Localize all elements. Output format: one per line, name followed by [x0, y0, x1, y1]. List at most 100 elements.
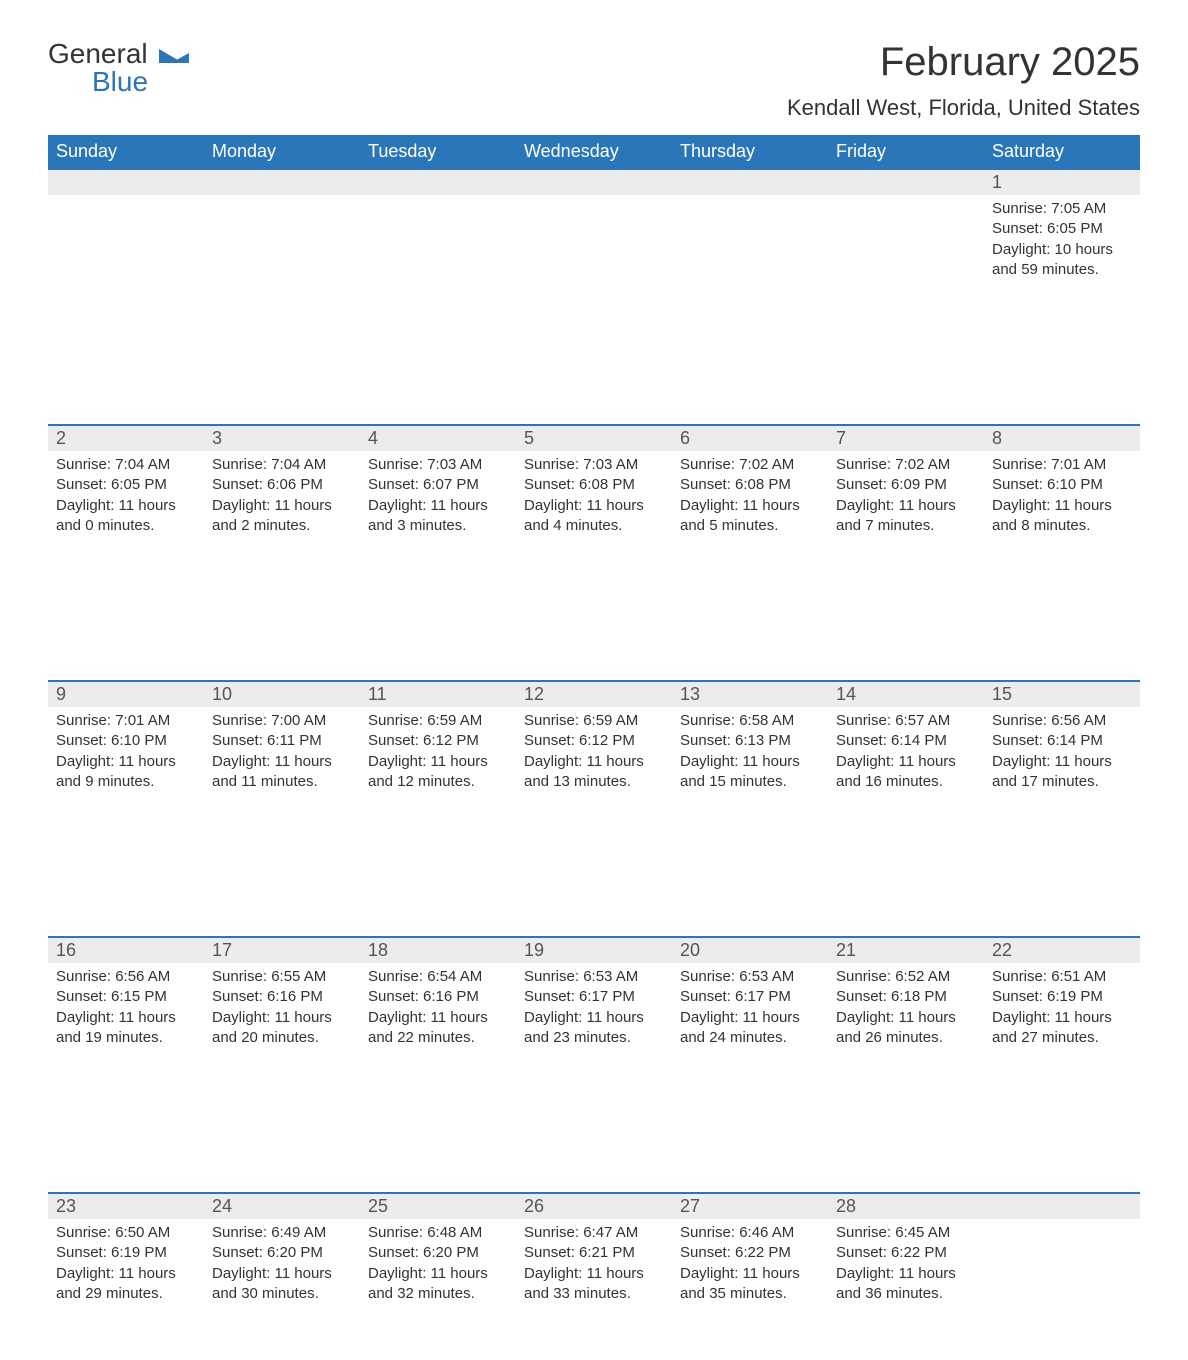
header: General Blue February 2025 Kendall West,… [48, 40, 1140, 127]
day-number [48, 170, 204, 195]
day-number: 3 [204, 426, 360, 451]
calendar-day-cell [204, 168, 360, 296]
calendar-day-cell: 15Sunrise: 6:56 AMSunset: 6:14 PMDayligh… [984, 680, 1140, 808]
day-data: Sunrise: 6:48 AMSunset: 6:20 PMDaylight:… [360, 1219, 516, 1312]
calendar-day-cell: 5Sunrise: 7:03 AMSunset: 6:08 PMDaylight… [516, 424, 672, 552]
calendar-day-cell: 25Sunrise: 6:48 AMSunset: 6:20 PMDayligh… [360, 1192, 516, 1320]
calendar-day-cell: 16Sunrise: 6:56 AMSunset: 6:15 PMDayligh… [48, 936, 204, 1064]
day-data: Sunrise: 6:49 AMSunset: 6:20 PMDaylight:… [204, 1219, 360, 1312]
calendar-day-cell: 19Sunrise: 6:53 AMSunset: 6:17 PMDayligh… [516, 936, 672, 1064]
day-data: Sunrise: 6:56 AMSunset: 6:15 PMDaylight:… [48, 963, 204, 1056]
calendar-week-row: 23Sunrise: 6:50 AMSunset: 6:19 PMDayligh… [48, 1192, 1140, 1320]
day-number: 13 [672, 682, 828, 707]
day-number: 25 [360, 1194, 516, 1219]
calendar-day-cell: 21Sunrise: 6:52 AMSunset: 6:18 PMDayligh… [828, 936, 984, 1064]
calendar-day-cell: 9Sunrise: 7:01 AMSunset: 6:10 PMDaylight… [48, 680, 204, 808]
calendar-day-cell: 27Sunrise: 6:46 AMSunset: 6:22 PMDayligh… [672, 1192, 828, 1320]
calendar-week-row: 16Sunrise: 6:56 AMSunset: 6:15 PMDayligh… [48, 936, 1140, 1064]
day-number [204, 170, 360, 195]
calendar-day-cell: 22Sunrise: 6:51 AMSunset: 6:19 PMDayligh… [984, 936, 1140, 1064]
calendar-day-cell [672, 168, 828, 296]
day-data: Sunrise: 6:50 AMSunset: 6:19 PMDaylight:… [48, 1219, 204, 1312]
calendar-day-cell: 23Sunrise: 6:50 AMSunset: 6:19 PMDayligh… [48, 1192, 204, 1320]
calendar-table: SundayMondayTuesdayWednesdayThursdayFrid… [48, 135, 1140, 1320]
day-data: Sunrise: 7:05 AMSunset: 6:05 PMDaylight:… [984, 195, 1140, 288]
day-number: 15 [984, 682, 1140, 707]
week-separator [48, 552, 1140, 680]
weekday-header: Tuesday [360, 135, 516, 168]
day-data: Sunrise: 6:54 AMSunset: 6:16 PMDaylight:… [360, 963, 516, 1056]
day-data: Sunrise: 7:04 AMSunset: 6:05 PMDaylight:… [48, 451, 204, 544]
day-number: 21 [828, 938, 984, 963]
day-number [360, 170, 516, 195]
day-number: 7 [828, 426, 984, 451]
day-data: Sunrise: 7:01 AMSunset: 6:10 PMDaylight:… [48, 707, 204, 800]
calendar-day-cell [360, 168, 516, 296]
day-data [672, 195, 828, 227]
day-data: Sunrise: 6:52 AMSunset: 6:18 PMDaylight:… [828, 963, 984, 1056]
calendar-day-cell: 7Sunrise: 7:02 AMSunset: 6:09 PMDaylight… [828, 424, 984, 552]
day-number: 26 [516, 1194, 672, 1219]
day-number: 6 [672, 426, 828, 451]
day-data [828, 195, 984, 227]
logo: General Blue [48, 40, 189, 96]
calendar-day-cell: 10Sunrise: 7:00 AMSunset: 6:11 PMDayligh… [204, 680, 360, 808]
day-data: Sunrise: 7:03 AMSunset: 6:08 PMDaylight:… [516, 451, 672, 544]
title-block: February 2025 Kendall West, Florida, Uni… [787, 40, 1140, 127]
day-data: Sunrise: 7:01 AMSunset: 6:10 PMDaylight:… [984, 451, 1140, 544]
calendar-week-row: 1Sunrise: 7:05 AMSunset: 6:05 PMDaylight… [48, 168, 1140, 296]
day-number: 20 [672, 938, 828, 963]
calendar-day-cell: 8Sunrise: 7:01 AMSunset: 6:10 PMDaylight… [984, 424, 1140, 552]
day-number: 2 [48, 426, 204, 451]
logo-flag-icon [159, 46, 189, 74]
calendar-day-cell: 14Sunrise: 6:57 AMSunset: 6:14 PMDayligh… [828, 680, 984, 808]
week-separator [48, 296, 1140, 424]
day-data: Sunrise: 6:53 AMSunset: 6:17 PMDaylight:… [516, 963, 672, 1056]
day-data [204, 195, 360, 227]
day-data [48, 195, 204, 227]
day-number: 19 [516, 938, 672, 963]
calendar-day-cell: 18Sunrise: 6:54 AMSunset: 6:16 PMDayligh… [360, 936, 516, 1064]
calendar-day-cell: 24Sunrise: 6:49 AMSunset: 6:20 PMDayligh… [204, 1192, 360, 1320]
calendar-day-cell: 1Sunrise: 7:05 AMSunset: 6:05 PMDaylight… [984, 168, 1140, 296]
day-number: 27 [672, 1194, 828, 1219]
calendar-day-cell: 26Sunrise: 6:47 AMSunset: 6:21 PMDayligh… [516, 1192, 672, 1320]
calendar-day-cell [828, 168, 984, 296]
day-data: Sunrise: 7:02 AMSunset: 6:09 PMDaylight:… [828, 451, 984, 544]
calendar-day-cell: 17Sunrise: 6:55 AMSunset: 6:16 PMDayligh… [204, 936, 360, 1064]
day-data: Sunrise: 6:47 AMSunset: 6:21 PMDaylight:… [516, 1219, 672, 1312]
logo-text-1: General [48, 38, 148, 69]
day-data [516, 195, 672, 227]
day-data: Sunrise: 6:58 AMSunset: 6:13 PMDaylight:… [672, 707, 828, 800]
calendar-week-row: 9Sunrise: 7:01 AMSunset: 6:10 PMDaylight… [48, 680, 1140, 808]
day-number: 28 [828, 1194, 984, 1219]
day-data: Sunrise: 7:03 AMSunset: 6:07 PMDaylight:… [360, 451, 516, 544]
calendar-day-cell: 20Sunrise: 6:53 AMSunset: 6:17 PMDayligh… [672, 936, 828, 1064]
day-number: 22 [984, 938, 1140, 963]
page-title: February 2025 [787, 40, 1140, 85]
calendar-day-cell: 3Sunrise: 7:04 AMSunset: 6:06 PMDaylight… [204, 424, 360, 552]
day-data: Sunrise: 6:45 AMSunset: 6:22 PMDaylight:… [828, 1219, 984, 1312]
day-number: 18 [360, 938, 516, 963]
day-data: Sunrise: 7:02 AMSunset: 6:08 PMDaylight:… [672, 451, 828, 544]
weekday-header: Friday [828, 135, 984, 168]
day-number: 16 [48, 938, 204, 963]
day-number: 17 [204, 938, 360, 963]
calendar-day-cell [48, 168, 204, 296]
day-data: Sunrise: 6:51 AMSunset: 6:19 PMDaylight:… [984, 963, 1140, 1056]
calendar-day-cell: 2Sunrise: 7:04 AMSunset: 6:05 PMDaylight… [48, 424, 204, 552]
day-number: 4 [360, 426, 516, 451]
day-number: 1 [984, 170, 1140, 195]
day-data: Sunrise: 6:59 AMSunset: 6:12 PMDaylight:… [516, 707, 672, 800]
day-number [984, 1194, 1140, 1219]
weekday-header: Saturday [984, 135, 1140, 168]
day-number: 12 [516, 682, 672, 707]
calendar-day-cell: 11Sunrise: 6:59 AMSunset: 6:12 PMDayligh… [360, 680, 516, 808]
day-number: 8 [984, 426, 1140, 451]
calendar-week-row: 2Sunrise: 7:04 AMSunset: 6:05 PMDaylight… [48, 424, 1140, 552]
day-data: Sunrise: 6:56 AMSunset: 6:14 PMDaylight:… [984, 707, 1140, 800]
calendar-day-cell: 28Sunrise: 6:45 AMSunset: 6:22 PMDayligh… [828, 1192, 984, 1320]
calendar-day-cell: 4Sunrise: 7:03 AMSunset: 6:07 PMDaylight… [360, 424, 516, 552]
week-separator [48, 1064, 1140, 1192]
weekday-header: Wednesday [516, 135, 672, 168]
